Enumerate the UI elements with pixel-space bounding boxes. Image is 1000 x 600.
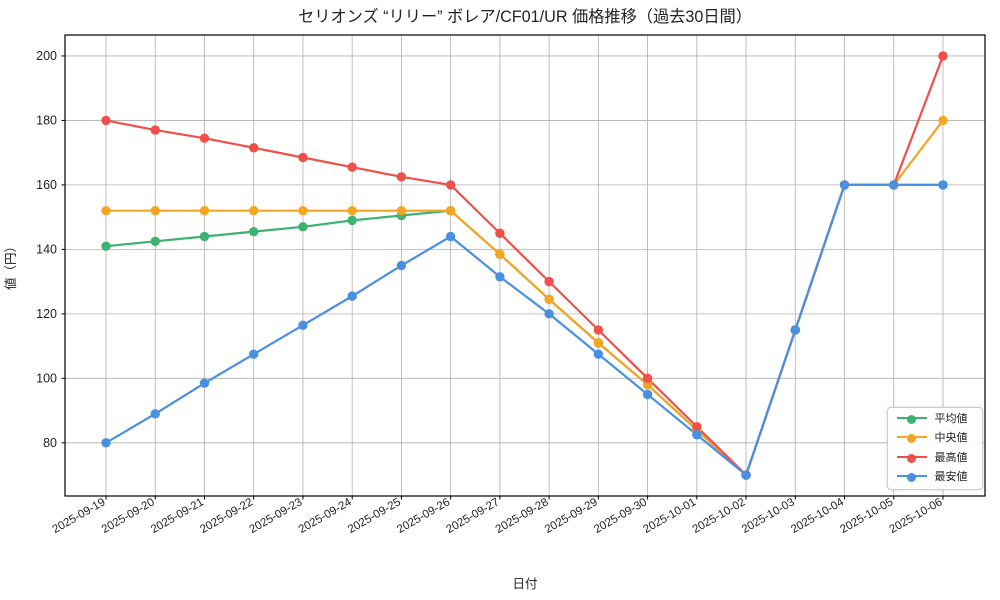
svg-text:2025-09-30: 2025-09-30 [592,496,649,536]
svg-text:2025-09-19: 2025-09-19 [51,496,108,536]
svg-text:2025-09-21: 2025-09-21 [149,496,206,536]
svg-text:2025-10-06: 2025-10-06 [888,496,945,536]
svg-text:160: 160 [36,178,57,192]
svg-text:2025-09-29: 2025-09-29 [543,496,600,536]
svg-text:200: 200 [36,49,57,63]
svg-text:2025-10-03: 2025-10-03 [740,496,797,536]
svg-text:2025-09-20: 2025-09-20 [100,496,157,536]
svg-text:180: 180 [36,113,57,127]
svg-text:2025-09-23: 2025-09-23 [247,496,304,536]
svg-text:2025-09-26: 2025-09-26 [395,496,452,536]
svg-text:値（円）: 値（円） [3,240,18,290]
svg-text:2025-10-04: 2025-10-04 [789,496,846,536]
svg-text:80: 80 [43,436,57,450]
svg-text:2025-09-27: 2025-09-27 [444,496,501,536]
svg-text:2025-09-28: 2025-09-28 [494,496,551,536]
svg-text:2025-10-02: 2025-10-02 [691,496,748,536]
svg-text:2025-10-05: 2025-10-05 [838,496,895,536]
svg-text:日付: 日付 [512,577,537,591]
svg-text:2025-09-22: 2025-09-22 [198,496,255,536]
svg-text:2025-10-01: 2025-10-01 [641,496,698,536]
svg-text:2025-09-25: 2025-09-25 [346,496,403,536]
svg-text:2025-09-24: 2025-09-24 [297,496,354,536]
svg-text:140: 140 [36,242,57,256]
svg-text:120: 120 [36,307,57,321]
svg-text:100: 100 [36,371,57,385]
svg-text:セリオンズ “リリー” ボレア/CF01/UR 価格推移（過: セリオンズ “リリー” ボレア/CF01/UR 価格推移（過去30日間） [298,8,752,26]
